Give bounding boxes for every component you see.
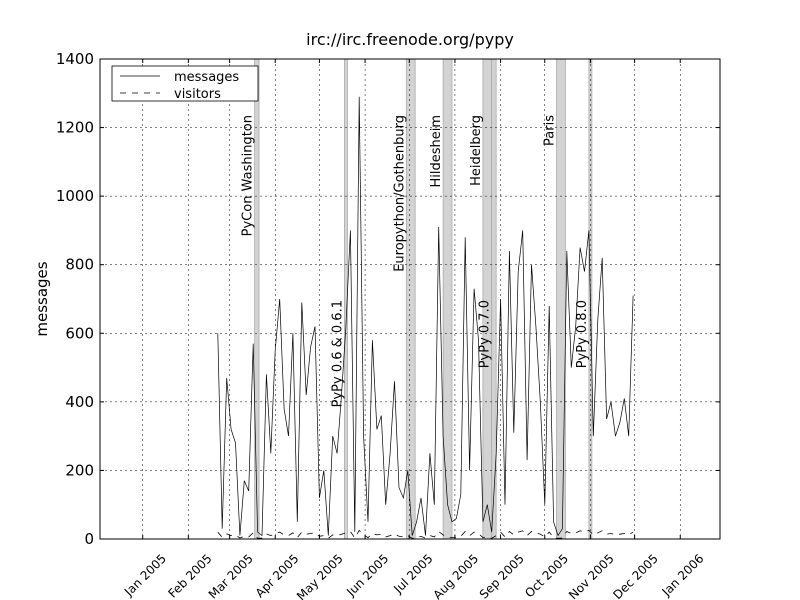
event-band [442, 58, 453, 540]
y-tick-label: 1200 [56, 119, 94, 137]
y-tick-label: 1000 [56, 187, 94, 205]
y-tick-label: 1400 [56, 50, 94, 68]
legend-box [111, 65, 259, 102]
legend-label: visitors [174, 87, 221, 102]
y-tick-label: 400 [65, 393, 94, 411]
event-band [482, 58, 493, 540]
legend-label: messages [174, 70, 239, 85]
event-band [556, 58, 566, 540]
event-label: PyPy 0.7.0 [478, 300, 493, 368]
y-axis-label: messages [33, 261, 51, 336]
y-tick-label: 600 [65, 324, 94, 342]
series-line [217, 96, 634, 537]
y-tick-label: 0 [84, 530, 94, 548]
event-label: PyPy 0.8.0 [575, 300, 590, 368]
y-tick-label: 200 [65, 461, 94, 479]
event-band [405, 58, 416, 540]
axes-frame [99, 58, 721, 540]
event-label: PyCon Washington [241, 115, 256, 236]
event-label: PyPy 0.6 & 0.6.1 [330, 300, 345, 407]
event-label: Paris [543, 115, 558, 146]
y-tick-label: 800 [65, 256, 94, 274]
event-label: Heidelberg [469, 115, 484, 186]
chart-title: irc://irc.freenode.org/pypy [306, 30, 514, 49]
event-label: Europython/Gothenburg [392, 115, 407, 272]
event-label: Hildesheim [429, 115, 444, 188]
